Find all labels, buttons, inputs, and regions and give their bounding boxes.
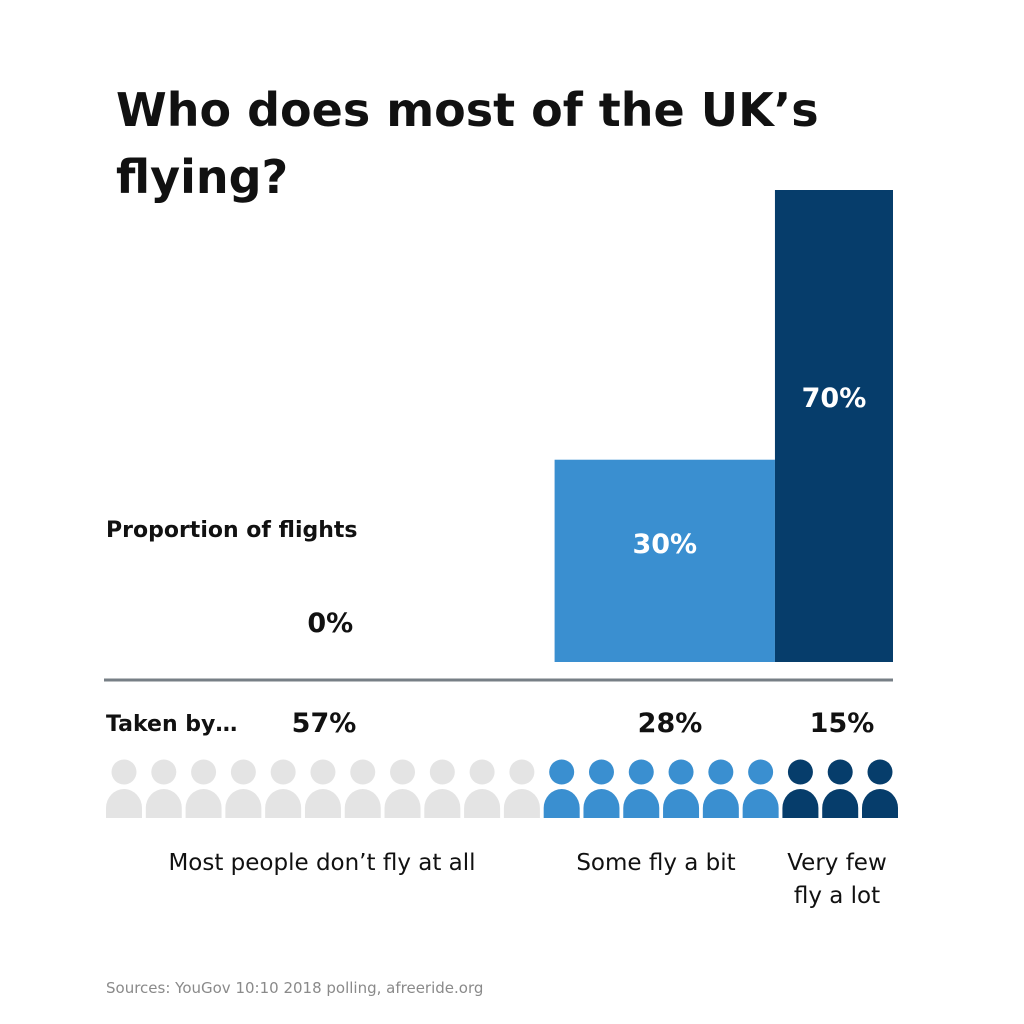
person-icon bbox=[384, 759, 421, 818]
group-captions: Most people don’t fly at all Some fly a b… bbox=[168, 850, 886, 909]
person-icon bbox=[663, 759, 700, 818]
group-caption-3-line-1: Very few bbox=[787, 850, 887, 876]
person-icon bbox=[742, 759, 779, 818]
flight-value-label-1: 0% bbox=[307, 608, 353, 639]
person-icon bbox=[822, 759, 859, 818]
person-icon bbox=[225, 759, 262, 818]
person-icon bbox=[543, 759, 580, 818]
flights-axis-label: Proportion of flights bbox=[106, 518, 358, 543]
flight-value-label-2: 30% bbox=[632, 529, 697, 560]
flight-value-label-3: 70% bbox=[802, 383, 867, 414]
person-icon bbox=[304, 759, 341, 818]
person-icon bbox=[702, 759, 739, 818]
taken-by-label: Taken by… bbox=[106, 712, 237, 737]
person-icon bbox=[623, 759, 660, 818]
group-caption-1-line-1: Most people don’t fly at all bbox=[168, 850, 475, 876]
person-icon bbox=[782, 759, 819, 818]
person-icon bbox=[464, 759, 501, 818]
source-note: Sources: YouGov 10:10 2018 polling, afre… bbox=[106, 979, 483, 997]
person-icon bbox=[145, 759, 182, 818]
chart-title-line-2: flying? bbox=[116, 150, 288, 204]
people-share-label-3: 15% bbox=[810, 708, 875, 739]
person-icon bbox=[862, 759, 898, 818]
person-icon bbox=[424, 759, 461, 818]
person-icon bbox=[344, 759, 381, 818]
person-icon bbox=[265, 759, 302, 818]
group-caption-3-line-2: fly a lot bbox=[794, 883, 880, 909]
person-icon bbox=[106, 759, 142, 818]
chart-title-line-1: Who does most of the UK’s bbox=[116, 83, 819, 137]
flight-bar-3 bbox=[774, 190, 893, 662]
people-share-label-2: 28% bbox=[638, 708, 703, 739]
person-icon bbox=[185, 759, 222, 818]
group-caption-2-line-1: Some fly a bit bbox=[576, 850, 735, 876]
flight-share-bars: 0% 30% 70% bbox=[307, 190, 893, 662]
person-icon bbox=[503, 759, 540, 818]
people-icons bbox=[106, 759, 898, 818]
people-share-labels: 57% 28% 15% bbox=[292, 708, 875, 739]
people-share-label-1: 57% bbox=[292, 708, 357, 739]
flight-bar-2 bbox=[554, 459, 775, 662]
person-icon bbox=[583, 759, 620, 818]
